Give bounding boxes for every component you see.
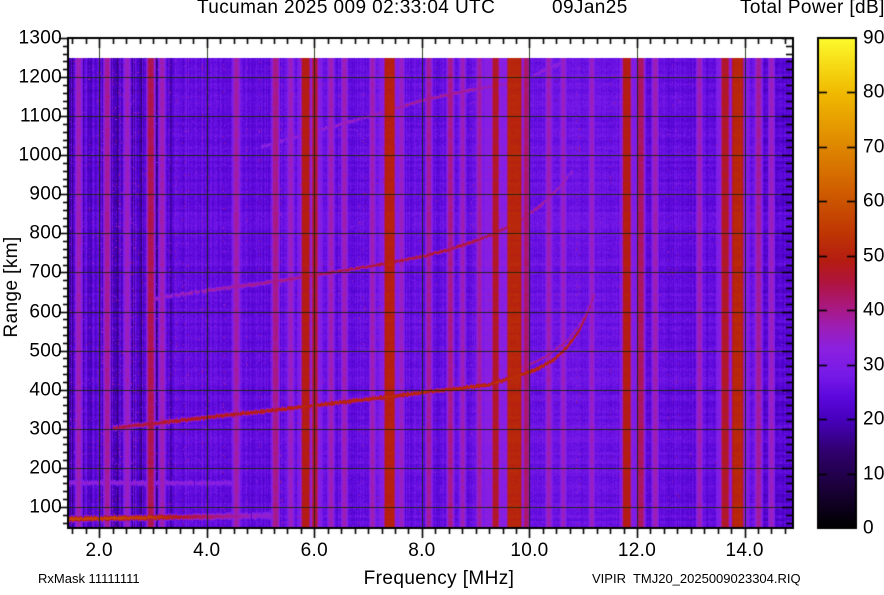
y-tick-label: 1200 (18, 66, 62, 88)
x-axis-label: Frequency [MHz] (363, 568, 515, 589)
x-tick-label: 2.0 (85, 540, 113, 561)
y-tick-label: 300 (29, 418, 62, 440)
x-tick-label: 14.0 (725, 540, 764, 561)
y-tick-label: 500 (29, 340, 62, 362)
colorbar-tick-label: 10 (863, 463, 884, 485)
x-tick-label: 8.0 (408, 540, 436, 561)
colorbar-tick-label: 40 (863, 299, 884, 321)
y-tick-label: 400 (29, 379, 62, 401)
colorbar-tick-label: 20 (863, 408, 884, 430)
plot-date: 09Jan25 (552, 0, 628, 18)
y-tick-label: 200 (29, 457, 62, 479)
x-tick-label: 4.0 (193, 540, 221, 561)
colorbar-tick-label: 0 (863, 517, 874, 539)
colorbar-tick-label: 30 (863, 354, 884, 376)
y-tick-label: 100 (29, 496, 62, 518)
y-tick-label: 1100 (19, 105, 62, 127)
plot-title: Tucuman 2025 009 02:33:04 UTC (197, 0, 496, 18)
filename-label: VIPIR TMJ20_2025009023304.RIQ (592, 571, 801, 586)
y-tick-label: 1000 (18, 144, 62, 166)
colorbar-tick-label: 90 (863, 27, 884, 49)
y-tick-label: 600 (29, 301, 62, 323)
y-tick-label: 1300 (18, 27, 62, 49)
y-tick-label: 800 (29, 222, 62, 244)
colorbar-tick-label: 60 (863, 190, 884, 212)
x-tick-label: 6.0 (300, 540, 328, 561)
x-tick-label: 12.0 (617, 540, 657, 561)
colorbar-tick-label: 70 (863, 136, 884, 158)
colorbar-title: Total Power [dB] (740, 0, 884, 18)
colorbar-tick-label: 50 (863, 245, 884, 267)
colorbar-tick-label: 80 (863, 81, 884, 103)
y-tick-label: 900 (29, 183, 62, 205)
y-tick-label: 700 (29, 261, 62, 283)
rxmask-label: RxMask 11111111 (38, 571, 140, 586)
x-tick-label: 10.0 (510, 540, 549, 561)
